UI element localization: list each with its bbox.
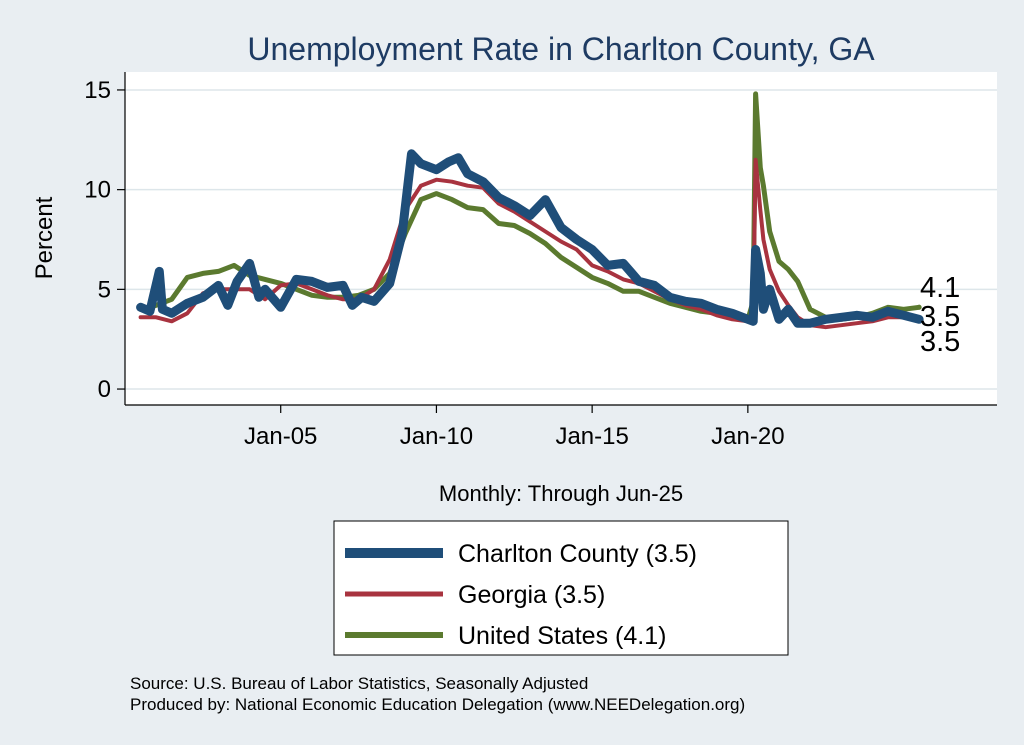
series-line-charlton-county [136, 149, 924, 328]
x-tick-label-Jan-05: Jan-05 [244, 423, 317, 450]
x-axis-ticks: Jan-05 Jan-10 Jan-15 Jan-20 [244, 405, 785, 450]
y-tick-label-10: 10 [84, 177, 111, 204]
plot-area [125, 72, 997, 405]
chart-title: Unemployment Rate in Charlton County, GA [247, 31, 875, 67]
x-axis-title: Monthly: Through Jun-25 [439, 481, 683, 506]
x-tick-label-Jan-10: Jan-10 [400, 423, 473, 450]
y-axis-title: Percent [31, 196, 58, 279]
source-note: Source: U.S. Bureau of Labor Statistics,… [130, 674, 588, 693]
series-lines [136, 91, 924, 330]
legend-label-united-states: United States (4.1) [458, 622, 666, 650]
y-tick-label-0: 0 [98, 376, 111, 403]
legend-label-charlton-county: Charlton County (3.5) [458, 540, 697, 568]
legend: Charlton County (3.5) Georgia (3.5) United… [345, 540, 697, 650]
x-tick-label-Jan-20: Jan-20 [711, 423, 784, 450]
y-axis-ticks: 0 5 10 15 [84, 77, 125, 403]
end-label-charlton-county: 3.5 [920, 326, 960, 358]
y-tick-label-5: 5 [98, 276, 111, 303]
y-tick-label-15: 15 [84, 77, 111, 104]
legend-label-georgia: Georgia (3.5) [458, 581, 605, 609]
series-end-marker-united-states [916, 304, 922, 310]
series-end-marker-charlton-county [916, 316, 922, 322]
x-tick-label-Jan-15: Jan-15 [555, 423, 628, 450]
end-label-united-states: 4.1 [920, 272, 960, 304]
producer-note: Produced by: National Economic Education… [130, 695, 745, 714]
series-line-georgia [138, 157, 922, 330]
end-label-georgia: 3.5 [920, 301, 960, 333]
end-labels: 4.13.53.5 [920, 272, 960, 358]
